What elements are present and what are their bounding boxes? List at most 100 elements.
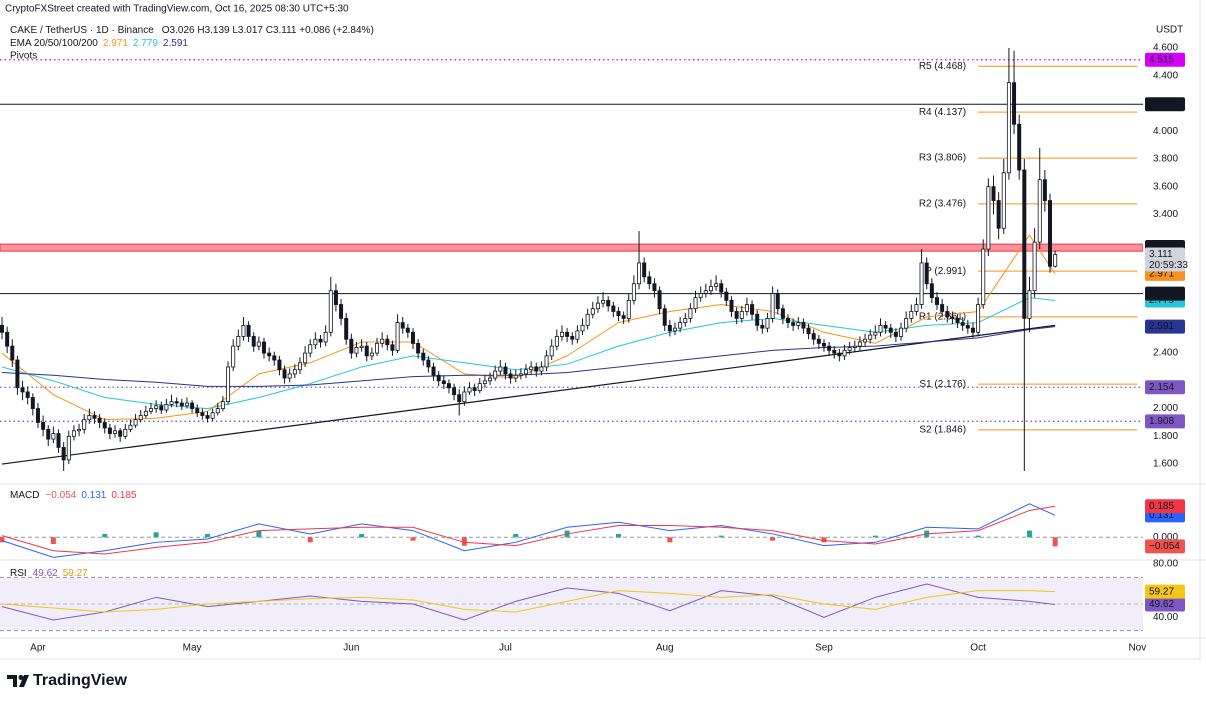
- countdown: 20:59:33: [1149, 260, 1188, 271]
- symbol: CAKE / TetherUS · 1D · Binance: [10, 25, 154, 36]
- candle-body: [888, 327, 893, 333]
- candle-body: [277, 359, 282, 371]
- candle-body: [1027, 290, 1032, 319]
- candle-body: [899, 327, 904, 337]
- candle-body: [25, 391, 30, 398]
- price-tag: [1145, 52, 1185, 67]
- candle-body: [786, 318, 791, 323]
- candle-body: [503, 366, 508, 375]
- candle-body: [195, 408, 200, 414]
- candle-body: [138, 415, 143, 421]
- candle-body: [796, 322, 801, 326]
- candle-body: [349, 338, 354, 354]
- x-tick-label: Jul: [499, 643, 512, 654]
- candle-body: [924, 262, 929, 285]
- candle-body: [873, 331, 878, 336]
- histogram-bar: [153, 532, 159, 538]
- candle-body: [868, 334, 873, 340]
- candle-body: [590, 308, 595, 315]
- price-tag-label: 4.194: [1149, 99, 1174, 110]
- price-tag: [1145, 539, 1185, 554]
- candle-body: [169, 401, 174, 405]
- candle-body: [827, 345, 832, 351]
- candle-body: [976, 304, 981, 333]
- logo-mark: [19, 675, 29, 687]
- y-tick-label: 4.600: [1153, 43, 1178, 54]
- candle-body: [452, 387, 457, 396]
- candle-body: [935, 297, 939, 305]
- histogram-bar: [359, 533, 365, 538]
- candle-body: [806, 327, 811, 335]
- ohlc-text: O3.026 H3.139 L3.017 C3.111 +0.086 (+2.8…: [162, 25, 374, 36]
- candle-body: [1006, 82, 1011, 174]
- candle-body: [226, 366, 231, 403]
- logo-mark: [18, 675, 24, 680]
- candle-body: [282, 369, 287, 379]
- candle-body: [66, 435, 71, 461]
- candle-body: [236, 336, 241, 347]
- candle-body: [164, 404, 169, 411]
- candle-body: [847, 347, 852, 351]
- candle-body: [816, 338, 821, 344]
- candle-body: [477, 383, 482, 391]
- candle-body: [400, 322, 405, 329]
- candle-body: [755, 313, 760, 326]
- candle-body: [143, 410, 148, 416]
- candle-body: [436, 374, 441, 382]
- series-line: [1, 590, 1056, 613]
- histogram-bar: [102, 533, 108, 538]
- price-tag: [1145, 380, 1185, 395]
- histogram-bar: [410, 537, 416, 541]
- candle-body: [724, 291, 729, 301]
- candle-body: [1048, 200, 1053, 267]
- candle-body: [719, 283, 724, 293]
- candle-body: [739, 311, 744, 319]
- candle-body: [205, 415, 210, 419]
- price-tag-label: 2.154: [1149, 382, 1174, 393]
- candle-body: [637, 262, 642, 285]
- histogram-bar: [0, 537, 5, 543]
- candle-body: [688, 308, 693, 319]
- resistance-zone: [0, 243, 1143, 252]
- candle-body: [210, 412, 215, 419]
- candle-body: [508, 373, 513, 379]
- candle-body: [832, 349, 837, 354]
- histogram-bar: [770, 537, 776, 541]
- candle-body: [791, 322, 796, 326]
- candle-body: [262, 341, 266, 354]
- pivot-label: R1 (2.661): [919, 312, 966, 323]
- candle-body: [657, 290, 662, 310]
- candle-body: [102, 422, 107, 429]
- candle-body: [292, 369, 297, 375]
- price-tag-label: 4.515: [1149, 54, 1174, 65]
- candle-body: [313, 338, 318, 346]
- candle-body: [770, 293, 775, 319]
- candle-body: [811, 333, 816, 340]
- ema-value: 2.591: [163, 38, 188, 49]
- candle-body: [652, 283, 657, 292]
- pivot-label: R3 (3.806): [919, 153, 966, 164]
- series-line: [1, 583, 1056, 621]
- pivot-label: S1 (2.176): [919, 379, 966, 390]
- candle-body: [878, 324, 883, 333]
- candle-body: [534, 366, 539, 372]
- candle-body: [981, 248, 986, 305]
- pivot-label: P (2.991): [925, 266, 966, 277]
- candle-body: [364, 345, 369, 357]
- candle-body: [46, 428, 51, 440]
- candle-body: [241, 324, 246, 337]
- price-tag: [1145, 319, 1185, 334]
- histogram-bar: [667, 537, 673, 543]
- candle-body: [626, 299, 631, 319]
- candle-body: [215, 408, 220, 414]
- candle-body: [5, 331, 10, 347]
- y-tick-label: 3.600: [1153, 181, 1178, 192]
- macd-legend: MACD −0.054 0.131 0.185: [10, 490, 137, 501]
- candle-body: [369, 352, 374, 357]
- pivot-label: R4 (4.137): [919, 107, 966, 118]
- candle-body: [970, 327, 975, 333]
- trendline: [1, 324, 1056, 465]
- candle-body: [333, 290, 338, 305]
